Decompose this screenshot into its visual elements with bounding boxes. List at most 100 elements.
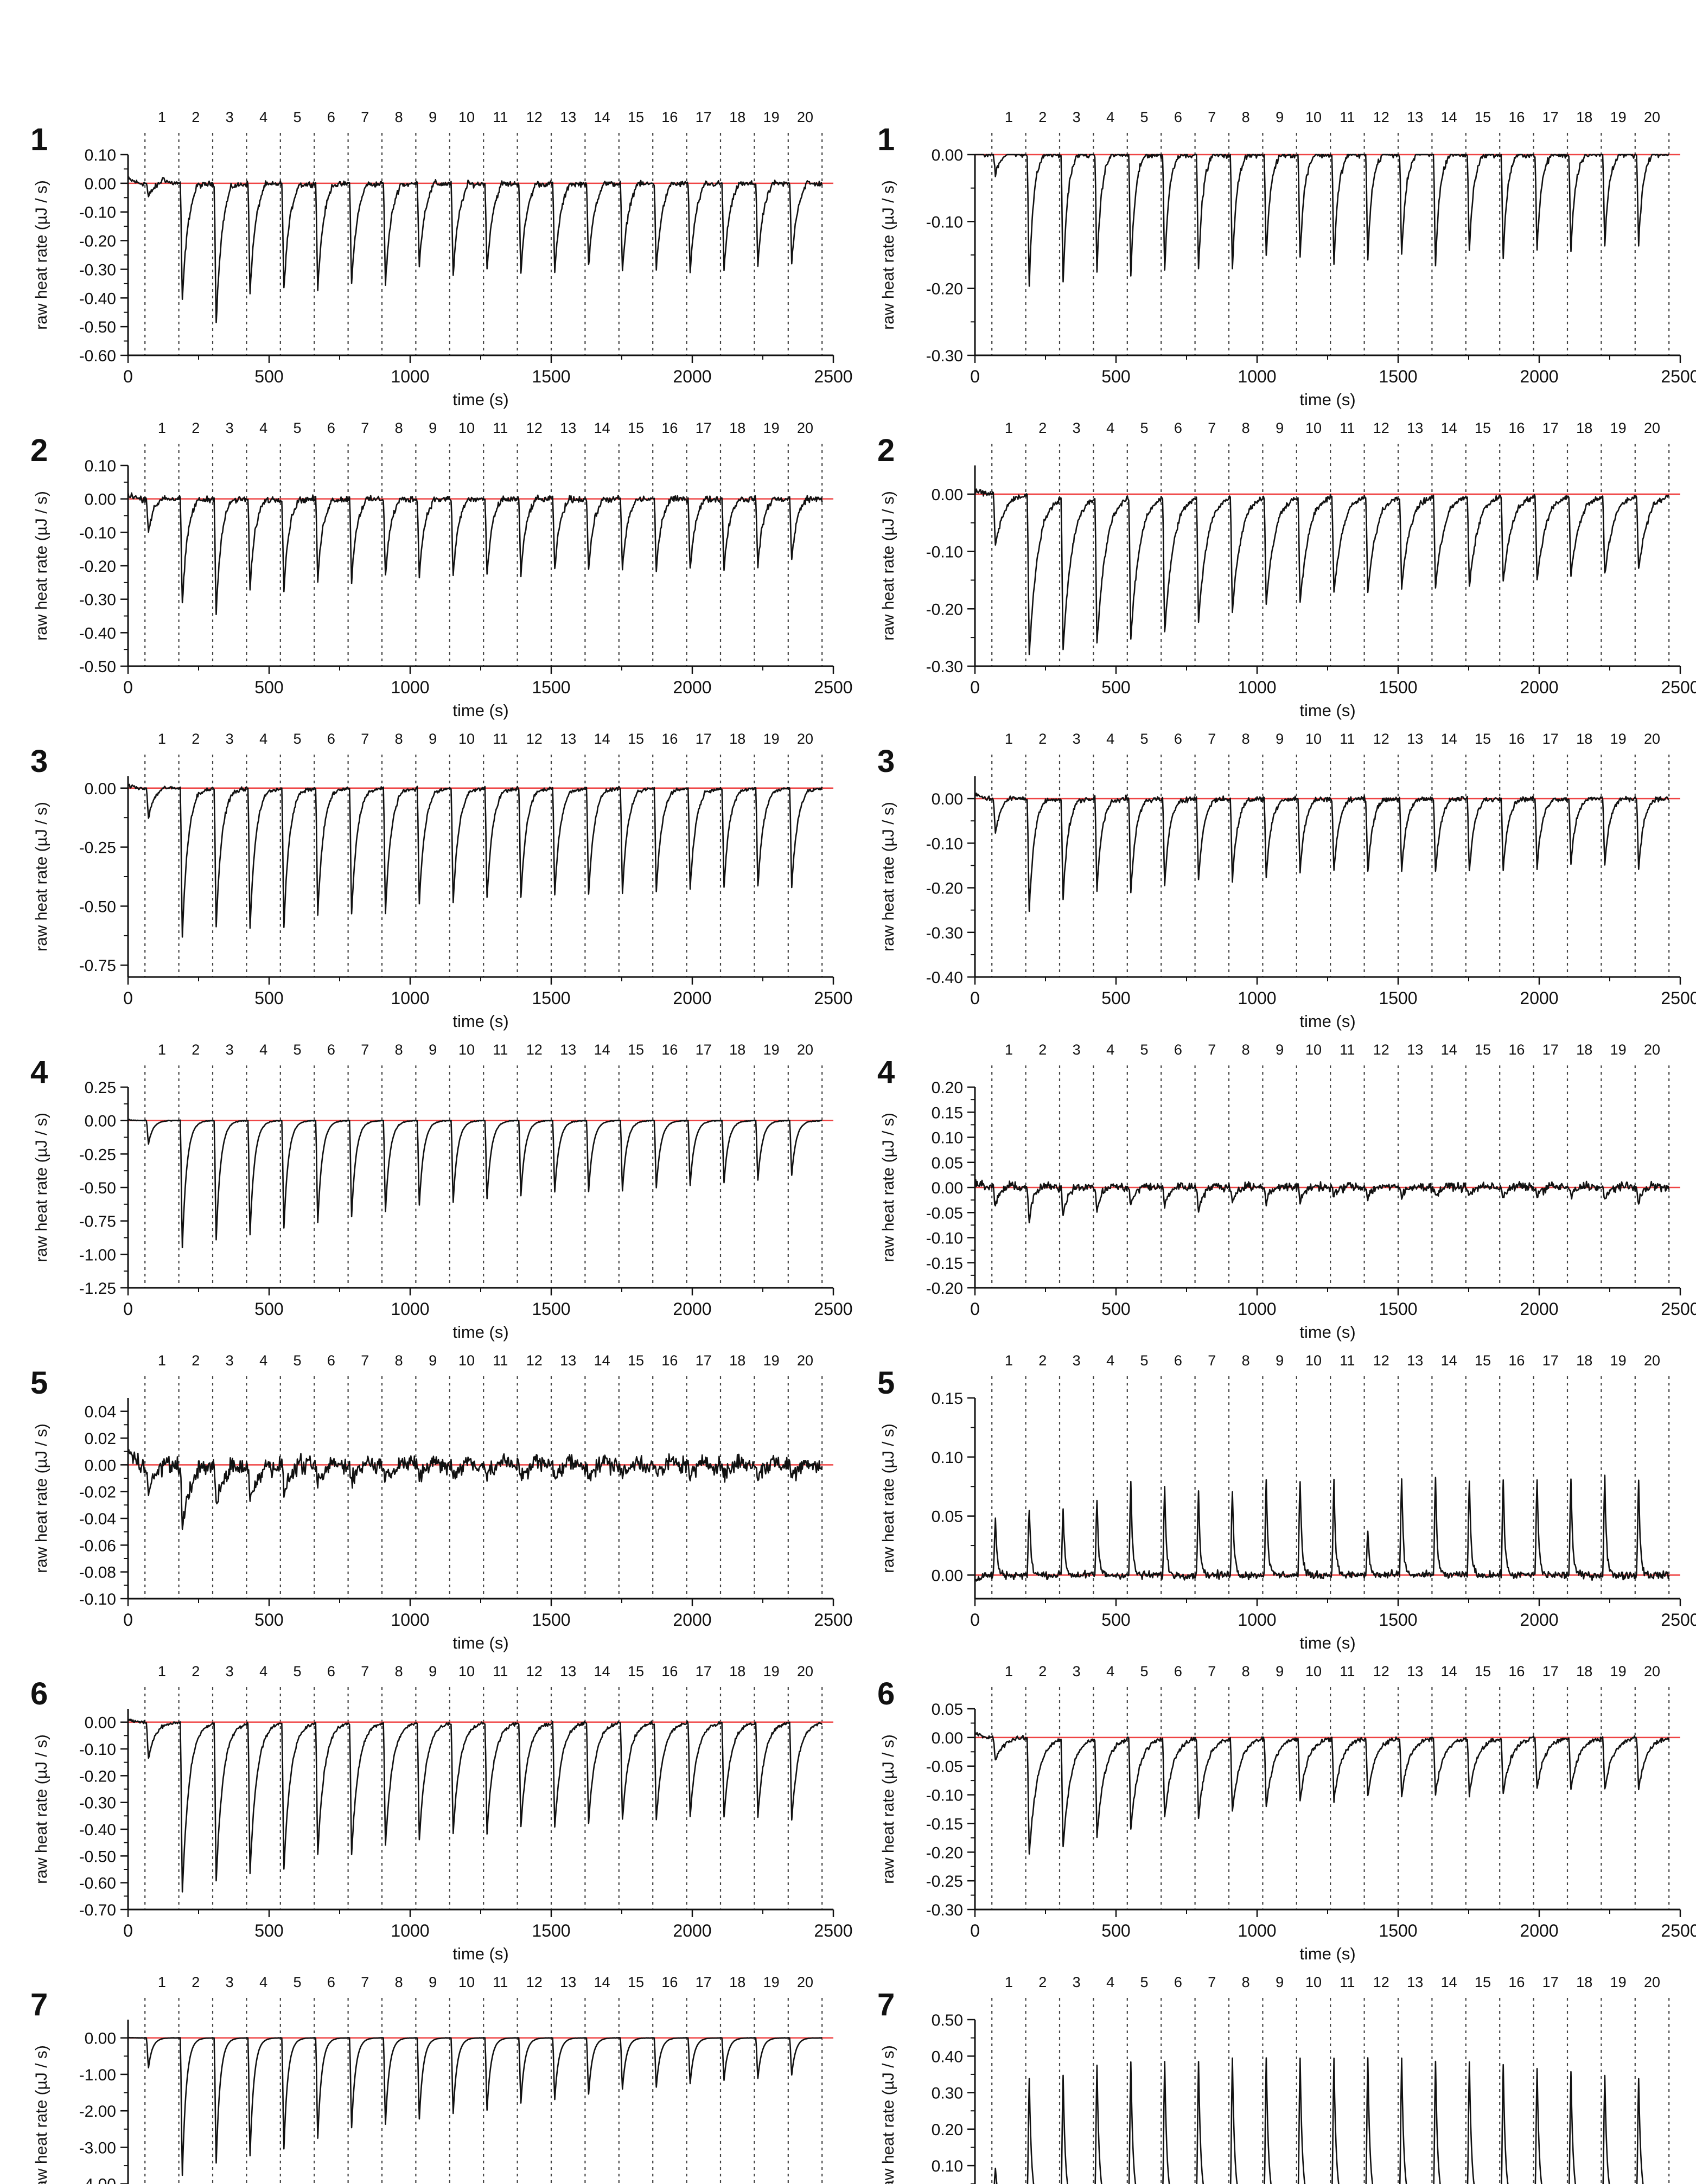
injection-label: 17 (1542, 1352, 1559, 1369)
injection-label: 19 (1610, 1663, 1627, 1679)
injection-label: 20 (797, 1042, 813, 1058)
injection-label: 16 (1508, 1974, 1525, 1990)
injection-label: 9 (1276, 420, 1284, 436)
injection-label: 15 (628, 420, 644, 436)
y-tick-label: -4.00 (79, 2176, 116, 2184)
y-axis-label: raw heat rate (µJ / s) (33, 180, 50, 330)
injection-label: 19 (1610, 1042, 1627, 1058)
injection-label: 3 (1073, 731, 1081, 747)
injection-label: 14 (1441, 420, 1457, 436)
injection-label: 5 (1140, 109, 1148, 125)
x-tick-label: 1500 (532, 1921, 570, 1940)
x-tick-label: 2000 (1520, 1299, 1558, 1319)
injection-label: 11 (493, 1663, 508, 1679)
heat-rate-trace (127, 1119, 823, 1249)
injection-label: 14 (1441, 731, 1457, 747)
injection-label: 5 (293, 109, 301, 125)
heat-rate-trace (127, 491, 823, 615)
injection-label: 6 (327, 1974, 335, 1990)
injection-label: 2 (1038, 1042, 1047, 1058)
injection-label: 3 (226, 1352, 234, 1369)
injection-label: 3 (226, 1974, 234, 1990)
chart-panel-6-right: 61 2 3 4 5 6 7 8 9 10 11 12 13 14 15 16 17 18 19 200.050.00… (877, 1663, 1696, 1963)
injection-label: 3 (226, 420, 234, 436)
y-tick-label: -0.75 (79, 1213, 116, 1231)
x-axis-label: time (s) (452, 701, 508, 720)
injection-label: 13 (1407, 420, 1423, 436)
injection-label: 6 (1174, 1974, 1182, 1990)
injection-label: 17 (696, 1042, 712, 1058)
y-tick-label: -0.04 (79, 1510, 116, 1528)
injection-label: 17 (696, 731, 712, 747)
y-tick-label: -0.30 (926, 924, 963, 942)
injection-label: 13 (1407, 1663, 1423, 1679)
y-tick-label: 0.20 (932, 2121, 963, 2139)
injection-label: 5 (1140, 1974, 1148, 1990)
chart-panel-5-right: 51 2 3 4 5 6 7 8 9 10 11 12 13 14 15 16 17 18 19 200.150.10… (877, 1352, 1696, 1652)
y-tick-label: -0.20 (79, 1767, 116, 1785)
injection-label: 10 (458, 420, 475, 436)
injection-label: 10 (1305, 731, 1322, 747)
injection-label: 3 (1073, 1663, 1081, 1679)
injection-label: 9 (1276, 1974, 1284, 1990)
x-tick-label: 500 (254, 988, 283, 1008)
y-tick-label: -0.10 (79, 204, 116, 222)
injection-label: 6 (1174, 1352, 1182, 1369)
y-tick-label: 0.00 (85, 1457, 116, 1474)
injection-label: 18 (729, 420, 745, 436)
injection-label: 19 (1610, 420, 1627, 436)
injection-label: 15 (628, 731, 644, 747)
injection-label: 9 (429, 1352, 437, 1369)
injection-label: 7 (361, 1663, 369, 1679)
injection-label: 19 (763, 1042, 780, 1058)
injection-label: 18 (729, 731, 745, 747)
y-tick-label: -0.40 (79, 1821, 116, 1839)
injection-label: 20 (1644, 1663, 1660, 1679)
injection-label: 12 (526, 1663, 543, 1679)
y-tick-label: 0.00 (932, 1179, 963, 1197)
y-axis-label: raw heat rate (µJ / s) (879, 1734, 897, 1884)
injection-label: 1 (158, 731, 166, 747)
y-tick-label: -0.30 (926, 658, 963, 676)
x-tick-label: 0 (123, 1921, 133, 1940)
injection-label: 2 (1038, 1352, 1047, 1369)
x-tick-label: 2000 (1520, 367, 1558, 386)
injection-label: 17 (1542, 420, 1559, 436)
injection-label: 7 (1208, 1663, 1216, 1679)
injection-label: 1 (158, 420, 166, 436)
injection-label: 7 (1208, 109, 1216, 125)
injection-label: 20 (1644, 731, 1660, 747)
y-tick-label: -0.25 (926, 1873, 963, 1891)
y-tick-label: 0.00 (932, 486, 963, 504)
x-tick-label: 2500 (814, 367, 852, 386)
injection-label: 4 (259, 1042, 267, 1058)
injection-label: 16 (1508, 109, 1525, 125)
injection-label: 14 (594, 1974, 610, 1990)
x-tick-label: 0 (970, 988, 980, 1008)
injection-label: 12 (526, 420, 543, 436)
x-tick-label: 500 (1101, 678, 1130, 697)
injection-label: 18 (729, 1042, 745, 1058)
injection-label: 10 (1305, 1974, 1322, 1990)
injection-label: 18 (729, 109, 745, 125)
x-tick-label: 0 (970, 1610, 980, 1630)
y-tick-label: 0.00 (85, 1113, 116, 1131)
injection-label: 6 (1174, 1663, 1182, 1679)
injection-label: 10 (1305, 109, 1322, 125)
x-tick-label: 1000 (1238, 1299, 1276, 1319)
injection-label: 14 (594, 731, 610, 747)
injection-label: 18 (729, 1974, 745, 1990)
x-axis-label: time (s) (1299, 1323, 1355, 1342)
injection-label: 19 (1610, 1974, 1627, 1990)
injection-label: 2 (192, 1042, 200, 1058)
injection-label: 2 (192, 731, 200, 747)
x-tick-label: 2000 (673, 1921, 711, 1940)
heat-rate-trace (127, 1719, 823, 1893)
injection-label: 4 (259, 420, 267, 436)
injection-label: 16 (661, 1042, 678, 1058)
injection-label: 15 (1475, 1352, 1491, 1369)
injection-label: 6 (1174, 420, 1182, 436)
x-tick-label: 1500 (1379, 367, 1417, 386)
injection-label: 11 (1340, 1042, 1355, 1058)
y-tick-label: -0.20 (926, 1280, 963, 1298)
